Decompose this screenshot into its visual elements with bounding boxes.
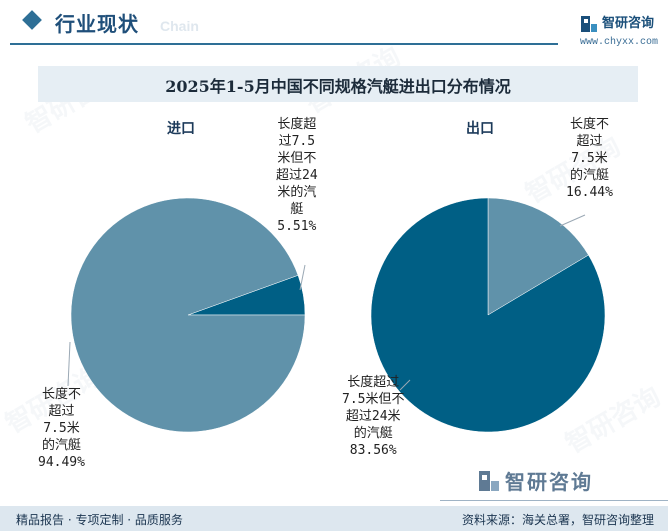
footer-divider [440,500,668,501]
section-title: 行业现状 [55,12,139,36]
leader-line-export-small [559,214,586,227]
pie-slice-import-1 [70,197,306,433]
pie-label-export: 出口 [466,121,494,137]
slice-label-export-large-boat: 长度超过 7.5米但不 超过24米 的汽艇 83.56% [342,375,405,458]
footer-bar: 精品报告 · 专项定制 · 品质服务 资料来源：海关总署，智研咨询整理 [0,506,668,531]
footer-tagline: 精品报告 · 专项定制 · 品质服务 [16,513,183,527]
header: 行业现状 Chain 智研咨询 www.chyxx.com [0,0,668,48]
section-subtitle: Chain [160,18,199,34]
slice-label-export-small-boat: 长度不 超过 7.5米 的汽艇 16.44% [566,117,613,200]
leader-line-import-large [299,264,306,291]
slice-label-import-small-boat: 长度不 超过 7.5米 的汽艇 94.49% [38,387,85,470]
brand-url: www.chyxx.com [580,37,659,48]
source-brand: 智研咨询 [505,470,593,494]
brand-name: 智研咨询 [602,16,655,31]
source-logo-icon [479,471,499,491]
footer-source: 资料来源：海关总署，智研咨询整理 [461,513,654,527]
slice-label-import-large-boat: 长度超 过7.5 米但不 超过24 米的汽 艇 5.51% [276,117,318,234]
pie-label-import: 进口 [167,121,195,137]
leader-line-import-small [67,341,71,387]
leader-line-export-large [399,379,411,391]
pie-slice-export-1 [370,197,606,433]
brand-logo-icon [581,16,597,32]
chart-title-bar: 2025年1-5月中国不同规格汽艇进出口分布情况 [38,66,638,102]
pie-slice-export-0 [487,197,589,316]
chart-title: 2025年1-5月中国不同规格汽艇进出口分布情况 [165,77,511,96]
header-divider [10,43,558,45]
